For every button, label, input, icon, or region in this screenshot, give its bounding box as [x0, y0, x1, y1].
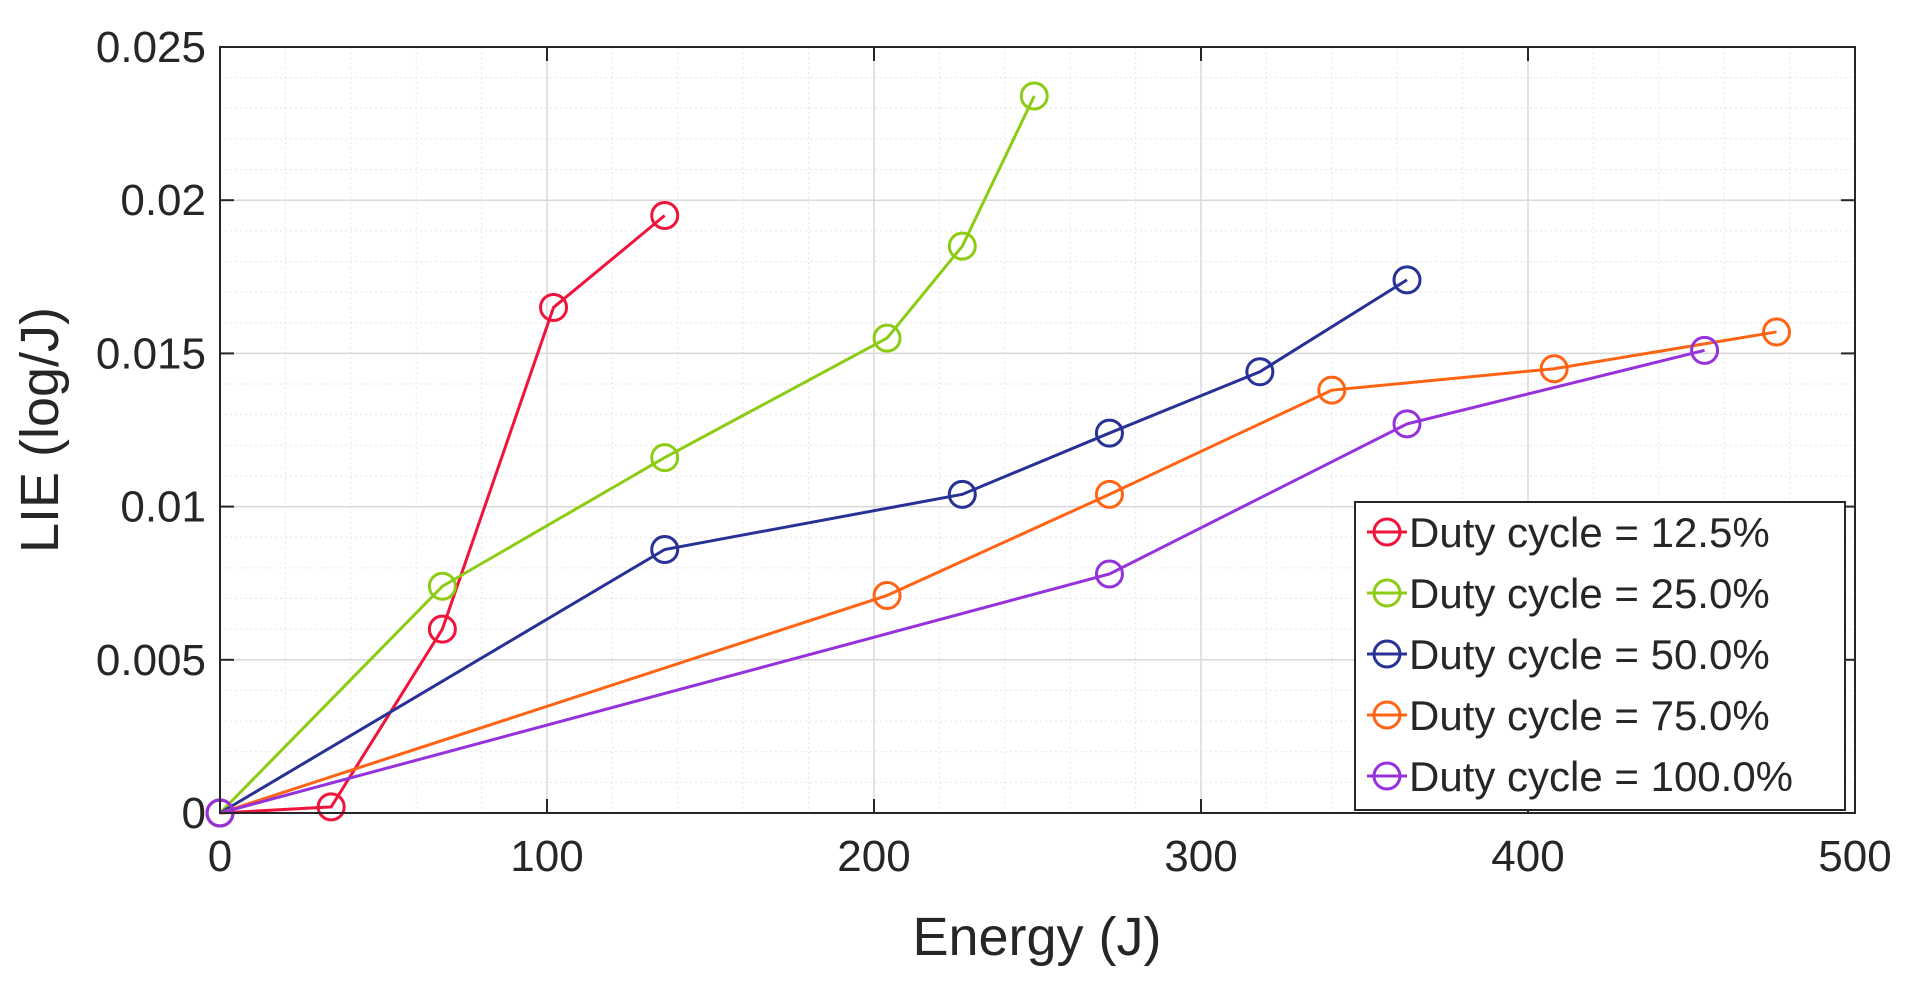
data-point [1539, 354, 1569, 384]
plot-frame [219, 46, 1856, 814]
data-point [1094, 559, 1124, 589]
legend-label: Duty cycle = 12.5% [1409, 509, 1770, 556]
legend-item: Duty cycle = 100.0% [1367, 753, 1793, 800]
x-axis-title: Energy (J) [912, 907, 1161, 967]
series-line [218, 95, 1036, 815]
data-point [427, 571, 457, 601]
series-line [219, 278, 1408, 815]
data-point [650, 443, 680, 473]
legend-marker [1372, 761, 1402, 791]
legend-box [1354, 501, 1846, 811]
ticks: 0 100 200 300 400 500 0 0.005 0.01 0.015 0.02 0.025 [96, 23, 1892, 881]
data-point [872, 580, 902, 610]
y-tick-label: 0.02 [120, 176, 206, 225]
y-tick-label: 0 [182, 789, 206, 838]
legend: Duty cycle = 12.5% Duty cycle = 25.0% Duty… [1354, 501, 1846, 811]
legend-marker [1372, 517, 1402, 547]
data-point [872, 323, 902, 353]
data-point [1317, 375, 1347, 405]
y-tick-label: 0.005 [96, 636, 206, 685]
series-line [219, 214, 666, 815]
legend-label: Duty cycle = 75.0% [1409, 692, 1770, 739]
legend-marker [1372, 578, 1402, 608]
series-line [219, 348, 1705, 815]
data-point [650, 201, 680, 231]
legend-label: Duty cycle = 100.0% [1409, 753, 1793, 800]
data-point [427, 614, 457, 644]
data-point [1392, 265, 1422, 295]
x-tick-label: 0 [208, 832, 232, 881]
legend-marker [1372, 639, 1402, 669]
data-point [316, 792, 346, 822]
data-point [1690, 335, 1720, 365]
legend-item: Duty cycle = 12.5% [1367, 509, 1770, 556]
y-tick-label: 0.025 [96, 23, 206, 72]
data-point [539, 292, 569, 322]
data-point [1094, 418, 1124, 448]
legend-marker [1372, 700, 1402, 730]
data-point [947, 231, 977, 261]
series [205, 335, 1720, 828]
series-line [219, 330, 1777, 815]
legend-label: Duty cycle = 50.0% [1409, 631, 1770, 678]
data-point [650, 534, 680, 564]
x-tick-label: 500 [1818, 832, 1891, 881]
series [205, 317, 1792, 828]
legend-item: Duty cycle = 75.0% [1367, 692, 1770, 739]
legend-item: Duty cycle = 50.0% [1367, 631, 1770, 678]
x-tick-label: 300 [1164, 832, 1237, 881]
data-point [1392, 409, 1422, 439]
data-point [1019, 81, 1049, 111]
y-tick-label: 0.015 [96, 329, 206, 378]
series-group [205, 81, 1792, 828]
data-point [1094, 479, 1124, 509]
y-axis-title: LIE (log/J) [10, 307, 70, 553]
legend-item: Duty cycle = 25.0% [1367, 570, 1770, 617]
y-tick-label: 0.01 [120, 483, 206, 532]
x-tick-label: 100 [510, 832, 583, 881]
x-tick-label: 400 [1491, 832, 1564, 881]
x-tick-label: 200 [837, 832, 910, 881]
data-point [1245, 357, 1275, 387]
legend-label: Duty cycle = 25.0% [1409, 570, 1770, 617]
data-point [1762, 317, 1792, 347]
data-point [947, 479, 977, 509]
